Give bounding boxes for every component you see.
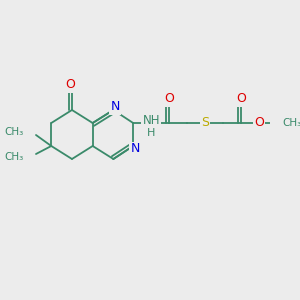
Text: CH₃: CH₃ — [4, 152, 23, 162]
Text: O: O — [254, 116, 264, 130]
Text: NH: NH — [142, 115, 160, 128]
Text: N: N — [130, 142, 140, 155]
Text: O: O — [164, 92, 174, 106]
Text: O: O — [65, 79, 75, 92]
Text: O: O — [236, 92, 246, 106]
Text: N: N — [110, 100, 120, 113]
Text: S: S — [201, 116, 209, 130]
Text: CH₃: CH₃ — [4, 127, 23, 137]
Text: CH₃: CH₃ — [283, 118, 300, 128]
Text: H: H — [147, 128, 155, 138]
